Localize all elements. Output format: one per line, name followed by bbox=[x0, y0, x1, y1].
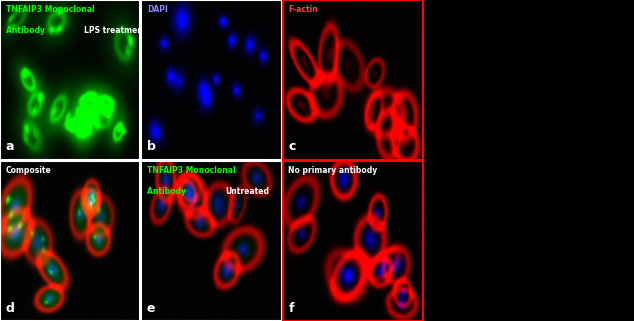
Text: F-actin: F-actin bbox=[288, 5, 318, 14]
Text: Antibody: Antibody bbox=[6, 26, 48, 35]
Text: No primary antibody: No primary antibody bbox=[288, 166, 377, 175]
Text: f: f bbox=[288, 302, 294, 315]
Text: DAPI: DAPI bbox=[147, 5, 168, 14]
Text: Composite: Composite bbox=[6, 166, 51, 175]
Text: a: a bbox=[6, 141, 14, 153]
Text: LPS treatment: LPS treatment bbox=[84, 26, 146, 35]
Text: TNFAIP3 Monoclonal: TNFAIP3 Monoclonal bbox=[147, 166, 236, 175]
Text: b: b bbox=[147, 141, 156, 153]
Text: TNFAIP3 Monoclonal: TNFAIP3 Monoclonal bbox=[6, 5, 94, 14]
Text: d: d bbox=[6, 302, 15, 315]
Text: Antibody: Antibody bbox=[147, 187, 188, 196]
Text: e: e bbox=[147, 302, 155, 315]
Text: Untreated: Untreated bbox=[225, 187, 269, 196]
Text: c: c bbox=[288, 141, 295, 153]
